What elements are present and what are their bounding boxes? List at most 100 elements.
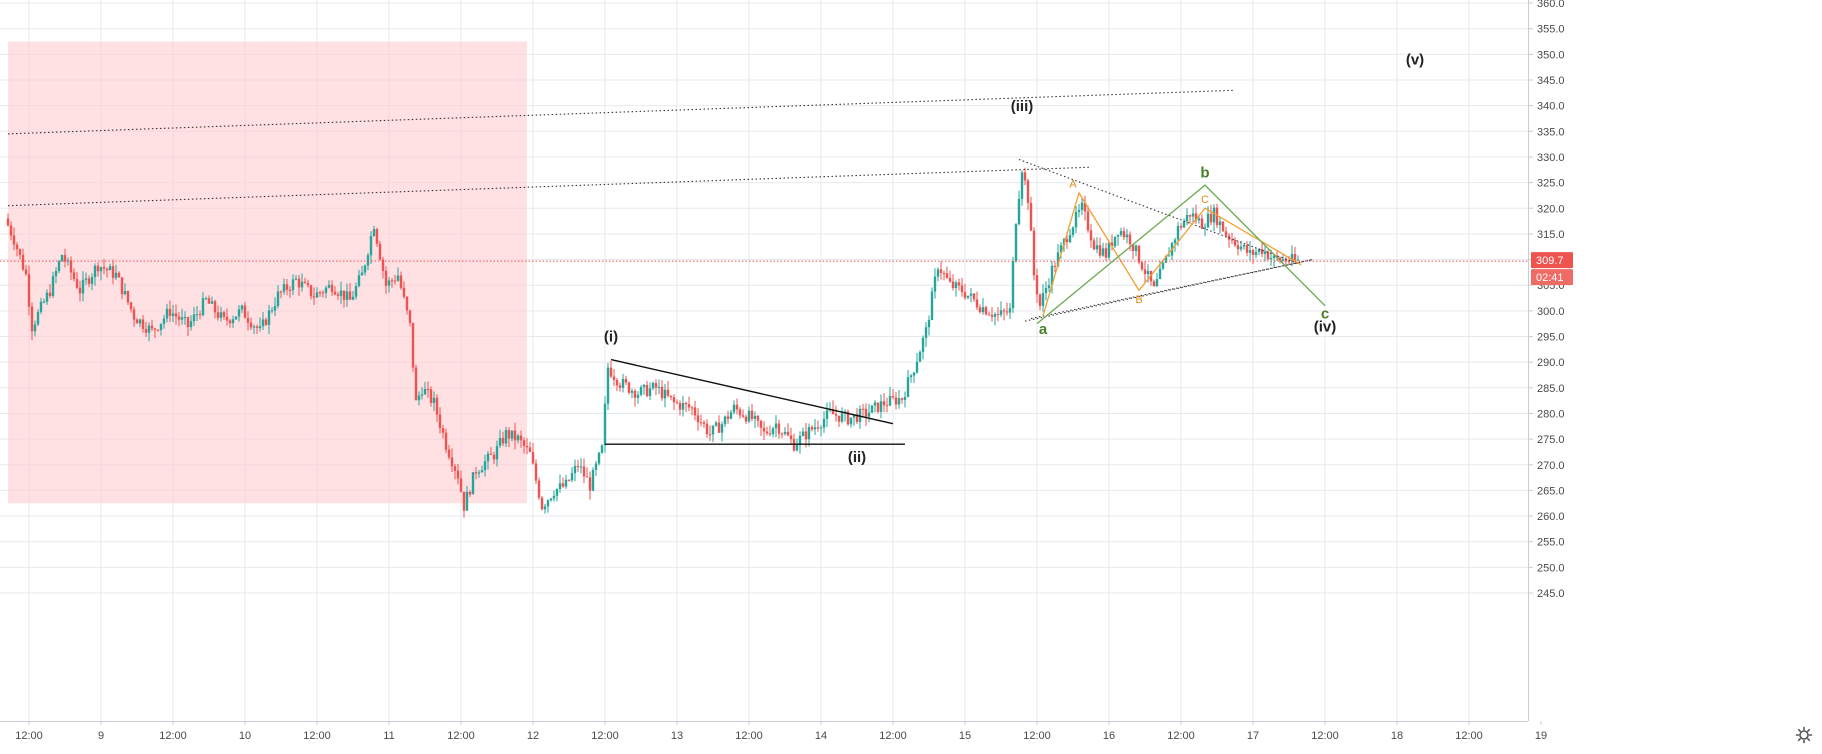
price-tick-label: 290.0 — [1537, 357, 1565, 369]
candle-body — [813, 427, 817, 430]
candle-body — [225, 316, 229, 321]
candle-body — [699, 422, 703, 424]
candle-body — [714, 422, 718, 426]
candle-body — [894, 397, 898, 405]
candle-body — [819, 427, 823, 429]
candle-body — [423, 388, 427, 395]
candle-body — [69, 260, 73, 273]
time-tick-label: 9 — [98, 730, 104, 742]
candle-body — [1080, 202, 1084, 211]
candle-body — [111, 266, 115, 278]
candle-body — [831, 409, 835, 415]
candle-body — [1026, 180, 1030, 203]
candle-body — [969, 293, 973, 296]
candle-body — [1266, 251, 1270, 260]
candle-body — [1152, 281, 1156, 287]
candle-body — [879, 401, 883, 412]
candle-body — [453, 466, 457, 471]
candle-body — [930, 291, 934, 320]
candle-body — [219, 312, 223, 318]
candle-body — [291, 279, 295, 291]
candle-body — [249, 322, 253, 328]
countdown-badge — [1531, 269, 1573, 286]
candle-body — [30, 306, 34, 332]
wave-line-green-abc[interactable] — [1036, 184, 1326, 325]
time-axis[interactable]: 12:00 9 12:00 10 12:00 11 12:00 12 12:00 13 12:00 1… — [0, 721, 1547, 749]
price-axis[interactable]: 245.0 250.0 255.0 260.0 265.0 270.0 275.0 280.0… — [1528, 0, 1822, 749]
trendline-support-line-dotted[interactable] — [1024, 259, 1314, 322]
candle-body — [771, 428, 775, 435]
candle-body — [768, 433, 772, 435]
candle-body — [153, 328, 157, 330]
candle-body — [348, 291, 352, 300]
candle-body — [1011, 261, 1015, 309]
candle-body — [885, 405, 889, 407]
candle-body — [804, 431, 808, 440]
candle-body — [285, 284, 289, 290]
candle-body — [1242, 245, 1246, 247]
candle-body — [1098, 245, 1102, 256]
wave-line-orange-abc[interactable] — [1042, 191, 1302, 317]
candle-body — [399, 275, 403, 288]
trendline-upper-channel-dotted[interactable] — [7, 89, 1236, 135]
candle-body — [1059, 245, 1063, 253]
candle-body — [240, 305, 244, 310]
candle-body — [282, 284, 286, 292]
candle-body — [15, 244, 19, 250]
candle-body — [1116, 234, 1120, 237]
candle-body — [1020, 172, 1024, 199]
candle-body — [942, 272, 946, 274]
candle-body — [1158, 268, 1162, 280]
shaded-zone-layer — [8, 41, 527, 504]
candle-body — [1077, 210, 1081, 213]
candle-body — [1230, 239, 1234, 241]
price-tick-label: 340.0 — [1537, 101, 1565, 113]
price-tick-label: 270.0 — [1537, 460, 1565, 472]
candle-body — [1281, 259, 1285, 261]
price-tick-label: 295.0 — [1537, 332, 1565, 344]
wave-label: c — [1321, 306, 1329, 323]
trendline-triangle-upper-black[interactable] — [610, 358, 894, 425]
candle-body — [684, 402, 688, 405]
trendline-mid-channel-dotted[interactable] — [7, 166, 1092, 207]
candle-body — [417, 395, 421, 401]
candle-body — [897, 398, 901, 405]
candle-body — [801, 431, 805, 436]
trendline-contracting-lower-dotted[interactable] — [1030, 259, 1314, 320]
candle-body — [954, 282, 958, 289]
candle-body — [1185, 214, 1189, 222]
candle-body — [555, 488, 559, 496]
candle-body — [231, 319, 235, 324]
candle-body — [567, 479, 571, 481]
price-tick-label: 345.0 — [1537, 75, 1565, 87]
candle-body — [702, 422, 706, 424]
candle-body — [747, 410, 751, 422]
candle-body — [603, 403, 607, 446]
candle-body — [600, 445, 604, 453]
current-price-badge — [1531, 252, 1573, 269]
candle-body — [1017, 198, 1021, 225]
wave-label: (i) — [604, 329, 618, 346]
candle-body — [198, 314, 202, 316]
candle-body — [579, 466, 583, 468]
candle-body — [78, 287, 82, 294]
candle-body — [114, 272, 118, 278]
candle-body — [573, 466, 577, 474]
candle-body — [639, 387, 643, 395]
candle-body — [1128, 234, 1132, 245]
candle-body — [330, 284, 334, 292]
candle-body — [777, 423, 781, 434]
candle-body — [783, 431, 787, 434]
candle-body — [327, 284, 331, 288]
candle-body — [165, 308, 169, 319]
candle-body — [528, 447, 532, 453]
candle-body — [57, 261, 61, 272]
candle-body — [834, 414, 838, 416]
time-tick-label: 17 — [1247, 730, 1259, 742]
candle-body — [1272, 255, 1276, 259]
gear-icon[interactable] — [1795, 726, 1813, 744]
candle-body — [84, 278, 88, 280]
candle-body — [750, 410, 754, 419]
